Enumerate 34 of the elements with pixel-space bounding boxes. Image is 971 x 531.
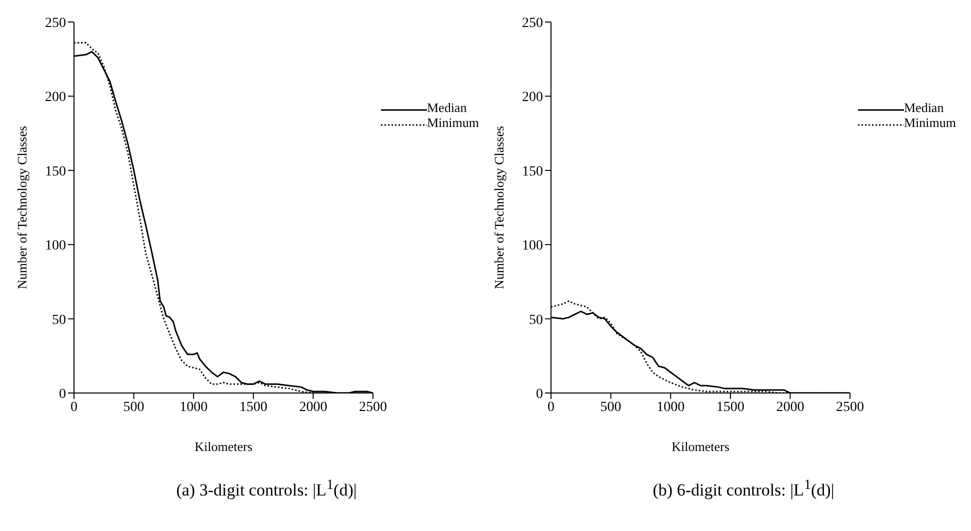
x-tick-label: 2500 bbox=[358, 400, 387, 415]
legend-label: Median bbox=[426, 100, 467, 115]
x-tick-label: 1000 bbox=[180, 400, 208, 415]
y-axis-title: Number of Technology Classes bbox=[14, 126, 30, 290]
x-tick-label: 500 bbox=[123, 400, 144, 415]
y-axis-title: Number of Technology Classes bbox=[492, 126, 507, 290]
text: (b) 6-digit controls: |L$^{1}$(d)| bbox=[652, 477, 836, 501]
y-tick-label: 100 bbox=[522, 238, 543, 254]
y-tick-label: 200 bbox=[45, 90, 66, 106]
x-axis-title: Kilometers bbox=[672, 439, 730, 454]
legend-label: Minimum bbox=[904, 115, 956, 130]
y-tick-label: 200 bbox=[522, 90, 543, 106]
x-axis-title: Kilometers bbox=[194, 439, 252, 454]
x-tick-label: 500 bbox=[600, 400, 622, 415]
x-tick-label: 2500 bbox=[836, 400, 864, 415]
y-tick-label: 0 bbox=[536, 386, 543, 402]
x-tick-label: 1500 bbox=[239, 400, 268, 415]
y-tick-label: 0 bbox=[59, 386, 66, 402]
y-tick-label: 250 bbox=[45, 16, 66, 31]
y-tick-label: 100 bbox=[45, 238, 66, 254]
y-tick-label: 150 bbox=[522, 164, 543, 180]
x-tick-label: 2000 bbox=[299, 400, 328, 415]
legend-label: Median bbox=[904, 100, 944, 115]
x-tick-label: 1000 bbox=[656, 400, 685, 415]
y-tick-label: 50 bbox=[52, 312, 66, 328]
y-tick-label: 250 bbox=[522, 16, 543, 31]
x-tick-label: 2000 bbox=[776, 400, 804, 415]
y-tick-label: 150 bbox=[45, 164, 66, 180]
y-tick-label: 50 bbox=[529, 312, 543, 328]
x-tick-label: 0 bbox=[70, 400, 78, 415]
x-tick-label: 0 bbox=[548, 400, 554, 415]
legend-label: Minimum bbox=[426, 115, 479, 130]
x-tick-label: 1500 bbox=[716, 400, 744, 415]
text: (a) 3-digit controls: |L$^{1}$(d)| bbox=[175, 477, 358, 501]
